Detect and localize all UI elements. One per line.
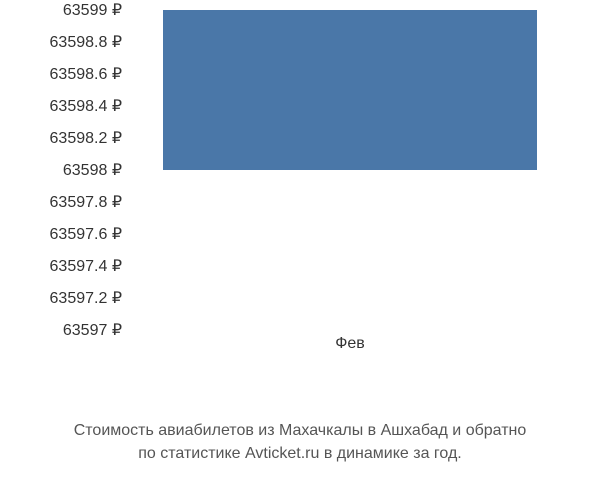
- y-tick: 63598.4 ₽: [50, 96, 122, 116]
- y-tick: 63597 ₽: [63, 320, 122, 340]
- caption-line-1: Стоимость авиабилетов из Махачкалы в Ашх…: [0, 420, 600, 442]
- chart-caption: Стоимость авиабилетов из Махачкалы в Ашх…: [0, 420, 600, 465]
- y-tick: 63598 ₽: [63, 160, 122, 180]
- y-tick: 63599 ₽: [63, 0, 122, 20]
- x-tick: Фев: [335, 335, 365, 353]
- y-tick: 63597.8 ₽: [50, 192, 122, 212]
- plot-area: [130, 10, 570, 330]
- y-tick: 63597.2 ₽: [50, 288, 122, 308]
- y-tick: 63597.6 ₽: [50, 224, 122, 244]
- caption-line-2: по статистике Avticket.ru в динамике за …: [0, 443, 600, 465]
- y-axis: 63599 ₽63598.8 ₽63598.6 ₽63598.4 ₽63598.…: [0, 10, 130, 330]
- y-tick: 63598.8 ₽: [50, 32, 122, 52]
- y-tick: 63598.2 ₽: [50, 128, 122, 148]
- y-tick: 63597.4 ₽: [50, 256, 122, 276]
- bar: [163, 10, 537, 170]
- y-tick: 63598.6 ₽: [50, 64, 122, 84]
- price-chart: 63599 ₽63598.8 ₽63598.6 ₽63598.4 ₽63598.…: [0, 10, 600, 390]
- x-axis: Фев: [130, 335, 570, 365]
